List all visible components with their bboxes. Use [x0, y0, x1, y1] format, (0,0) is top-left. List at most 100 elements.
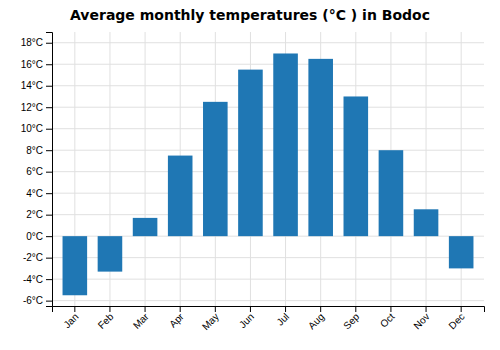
y-tick: 10°C: [21, 123, 52, 134]
y-tick: 4°C: [26, 188, 52, 199]
y-tick: 12°C: [21, 102, 52, 113]
y-tick-label: 14°C: [21, 80, 43, 91]
x-tick-mark: [109, 306, 110, 312]
y-tick-label: -4°C: [23, 274, 43, 285]
y-grid-line: [52, 193, 484, 194]
y-tick-mark: [46, 172, 52, 173]
bar: [98, 236, 123, 271]
x-tick: Mar: [131, 306, 151, 331]
x-grid-line: [145, 32, 146, 306]
y-tick-mark: [46, 43, 52, 44]
y-tick: 8°C: [26, 145, 52, 156]
y-tick-label: -6°C: [23, 295, 43, 306]
y-grid-line: [52, 128, 484, 129]
x-tick-mark: [390, 306, 391, 312]
y-tick: -2°C: [23, 252, 52, 263]
y-tick-label: 2°C: [26, 209, 43, 220]
x-tick-mark: [180, 306, 181, 312]
plot: Jan Feb Mar Apr May Jun Jul Aug Sep Oct Nov Dec -6°C…: [21, 32, 485, 332]
bar: [133, 218, 158, 236]
x-axis-line: [53, 307, 485, 313]
y-tick-mark: [46, 301, 52, 302]
y-tick: 18°C: [21, 37, 52, 48]
x-tick: Sep: [341, 306, 362, 331]
y-tick: 16°C: [21, 59, 52, 70]
bar: [379, 150, 404, 236]
x-tick: Feb: [96, 306, 116, 331]
y-tick-label: -2°C: [23, 252, 43, 263]
x-grid-line: [426, 32, 427, 306]
x-tick-mark: [426, 306, 427, 312]
y-tick-mark: [46, 86, 52, 87]
y-tick-label: 4°C: [26, 188, 43, 199]
bar: [344, 96, 369, 236]
x-tick-label: Aug: [306, 311, 326, 331]
y-tick-mark: [46, 150, 52, 151]
x-tick-mark: [320, 306, 321, 312]
x-tick-mark: [285, 306, 286, 312]
y-tick-label: 8°C: [26, 145, 43, 156]
x-tick-label: Feb: [96, 311, 116, 331]
x-tick-label: May: [200, 311, 221, 332]
y-tick: 0°C: [26, 231, 52, 242]
y-tick: -4°C: [23, 274, 52, 285]
y-tick-mark: [46, 279, 52, 280]
x-tick-label: Apr: [167, 310, 186, 329]
y-grid-line: [52, 150, 484, 151]
x-tick: Jun: [237, 306, 256, 330]
y-tick-label: 18°C: [21, 37, 43, 48]
bar: [63, 236, 88, 295]
y-tick-mark: [46, 258, 52, 259]
x-tick-label: Nov: [411, 311, 431, 331]
x-tick: Oct: [378, 306, 397, 330]
title: Average monthly temperatures (°C ) in Bo…: [70, 7, 430, 23]
x-tick-mark: [355, 306, 356, 312]
bar: [238, 70, 263, 237]
y-tick-label: 10°C: [21, 123, 43, 134]
y-grid-line: [52, 171, 484, 172]
y-tick: -6°C: [23, 295, 52, 306]
x-tick: Jul: [274, 306, 291, 328]
x-tick-mark: [461, 306, 462, 312]
bar: [168, 156, 193, 237]
x-tick-mark: [145, 306, 146, 312]
y-grid-line: [52, 42, 484, 43]
y-grid-line: [52, 85, 484, 86]
y-grid-line: [52, 64, 484, 65]
chart: Jan Feb Mar Apr May Jun Jul Aug Sep Oct Nov Dec -6°C…: [0, 0, 500, 350]
y-tick-mark: [46, 107, 52, 108]
y-tick: 2°C: [26, 209, 52, 220]
x-tick-mark: [215, 306, 216, 312]
grid: [52, 32, 484, 306]
y-axis-line: [46, 33, 53, 307]
x-tick-label: Dec: [446, 311, 466, 331]
bar: [273, 53, 298, 236]
y-grid-line: [52, 107, 484, 108]
x-axis: Jan Feb Mar Apr May Jun Jul Aug Sep Oct Nov Dec: [53, 306, 485, 332]
x-tick-label: Jun: [237, 311, 256, 330]
bar: [414, 209, 439, 236]
bars: [63, 53, 474, 295]
x-tick: Dec: [446, 306, 466, 331]
y-tick-mark: [46, 215, 52, 216]
y-tick-mark: [46, 129, 52, 130]
y-tick-mark: [46, 236, 52, 237]
x-tick-label: Jan: [61, 311, 80, 330]
y-tick: 14°C: [21, 80, 52, 91]
x-tick: Jan: [61, 306, 80, 330]
x-tick-label: Mar: [131, 310, 151, 330]
x-tick-mark: [74, 306, 75, 312]
y-tick-mark: [46, 64, 52, 65]
bar: [308, 59, 333, 236]
y-tick: 6°C: [26, 166, 52, 177]
x-tick-label: Jul: [274, 311, 291, 328]
x-tick-label: Sep: [341, 311, 362, 332]
y-tick-label: 16°C: [21, 59, 43, 70]
x-tick: Aug: [306, 306, 326, 331]
y-grid-line: [52, 279, 484, 280]
y-tick-label: 6°C: [26, 166, 43, 177]
bar: [203, 102, 228, 236]
x-tick: Apr: [167, 306, 186, 330]
bar: [449, 236, 474, 268]
x-tick: May: [200, 306, 221, 332]
